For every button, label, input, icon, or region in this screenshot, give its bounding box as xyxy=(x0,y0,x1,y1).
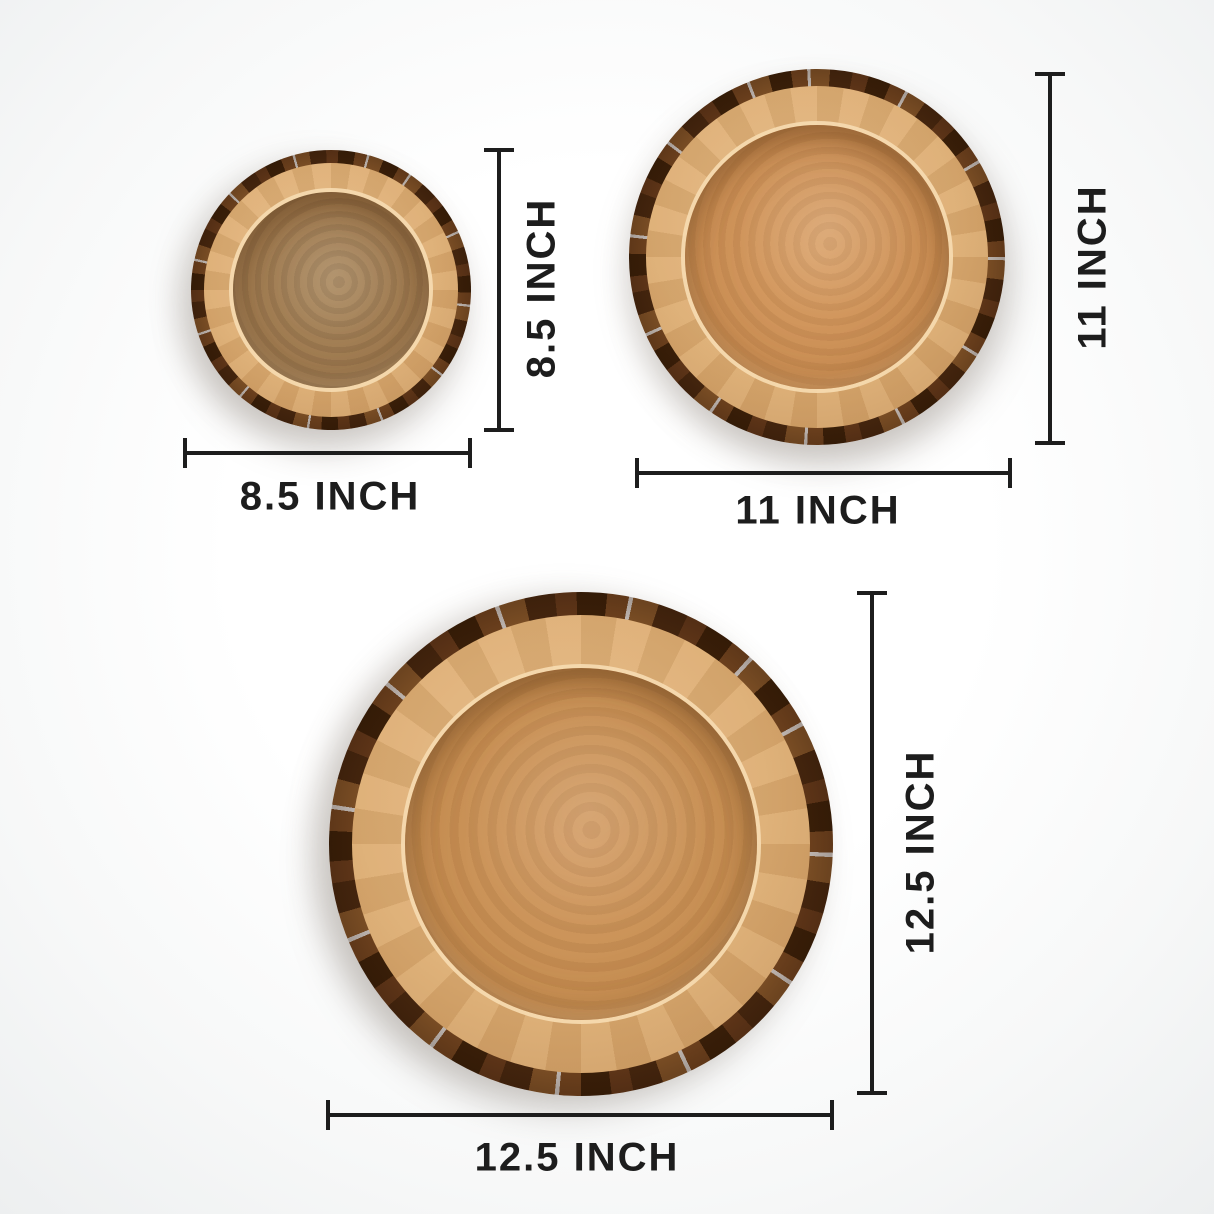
medium-tray-interior xyxy=(685,125,949,389)
small-tray-height-dimension-line xyxy=(484,148,514,432)
small-tray-width-dimension-line xyxy=(183,438,472,468)
small-tray-photo xyxy=(161,120,501,460)
small-tray-width-dimension-label: 8.5 INCH xyxy=(239,474,421,519)
large-tray-interior xyxy=(404,667,758,1021)
medium-tray-width-dimension-line xyxy=(635,458,1012,488)
medium-tray-height-dimension-label: 11 INCH xyxy=(1070,184,1115,350)
medium-tray-width-dimension-label: 11 INCH xyxy=(735,488,901,533)
medium-tray-height-dimension-line xyxy=(1035,72,1065,445)
small-tray-height-dimension-label: 8.5 INCH xyxy=(519,197,564,379)
large-tray-width-dimension-line xyxy=(326,1100,834,1130)
large-tray-height-dimension-line xyxy=(857,591,887,1095)
medium-tray-photo xyxy=(570,10,1064,504)
large-tray-height-dimension-label: 12.5 INCH xyxy=(898,749,943,955)
small-tray-interior xyxy=(233,192,429,388)
large-tray-width-dimension-label: 12.5 INCH xyxy=(474,1135,680,1180)
large-tray-photo xyxy=(225,488,937,1200)
